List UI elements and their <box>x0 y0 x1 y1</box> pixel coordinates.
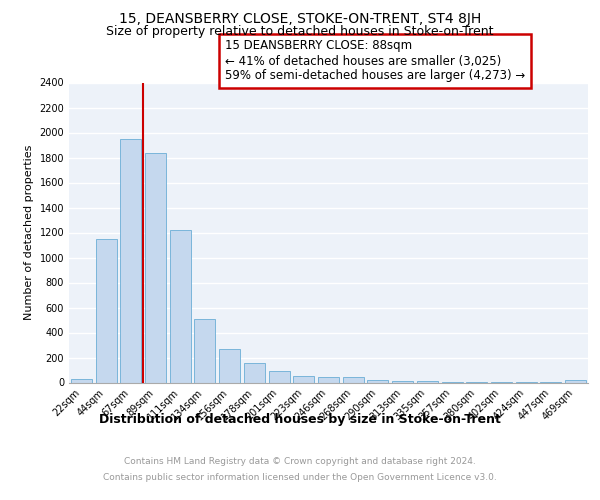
Bar <box>565 380 586 382</box>
Bar <box>293 376 314 382</box>
Bar <box>145 152 166 382</box>
Text: Distribution of detached houses by size in Stoke-on-Trent: Distribution of detached houses by size … <box>99 412 501 426</box>
Bar <box>343 377 364 382</box>
Bar <box>219 349 240 382</box>
Text: Contains HM Land Registry data © Crown copyright and database right 2024.: Contains HM Land Registry data © Crown c… <box>124 458 476 466</box>
Bar <box>95 239 116 382</box>
Bar <box>244 363 265 382</box>
Text: Size of property relative to detached houses in Stoke-on-Trent: Size of property relative to detached ho… <box>106 25 494 38</box>
Text: Contains public sector information licensed under the Open Government Licence v3: Contains public sector information licen… <box>103 472 497 482</box>
Bar <box>417 381 438 382</box>
Bar <box>367 380 388 382</box>
Text: 15 DEANSBERRY CLOSE: 88sqm
← 41% of detached houses are smaller (3,025)
59% of s: 15 DEANSBERRY CLOSE: 88sqm ← 41% of deta… <box>224 40 525 82</box>
Bar <box>269 371 290 382</box>
Text: 15, DEANSBERRY CLOSE, STOKE-ON-TRENT, ST4 8JH: 15, DEANSBERRY CLOSE, STOKE-ON-TRENT, ST… <box>119 12 481 26</box>
Bar <box>120 138 141 382</box>
Bar <box>170 230 191 382</box>
Bar <box>194 319 215 382</box>
Y-axis label: Number of detached properties: Number of detached properties <box>24 145 34 320</box>
Bar <box>318 377 339 382</box>
Bar <box>71 379 92 382</box>
Bar <box>392 380 413 382</box>
